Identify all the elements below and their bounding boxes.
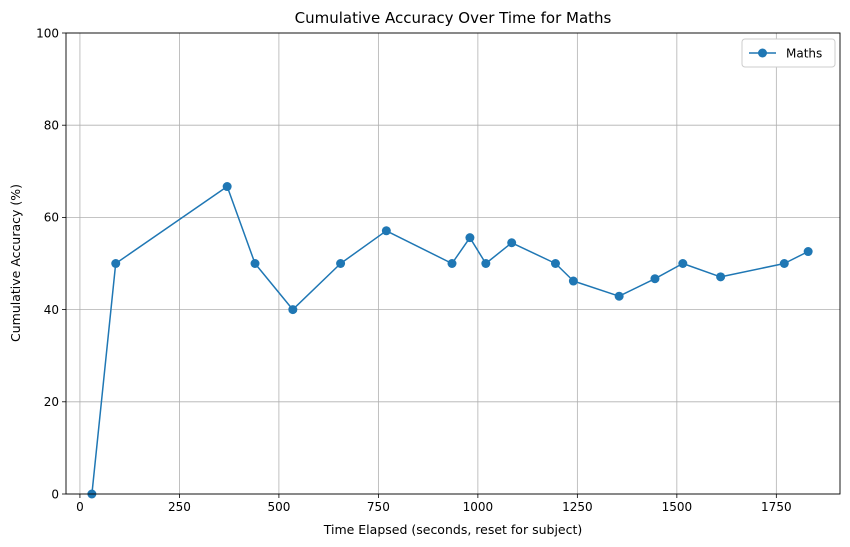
- chart-title: Cumulative Accuracy Over Time for Maths: [295, 9, 612, 27]
- y-axis-label: Cumulative Accuracy (%): [8, 184, 23, 342]
- data-point: [447, 259, 457, 268]
- x-tick-label: 250: [168, 500, 191, 514]
- x-tick-label: 1500: [662, 500, 693, 514]
- y-tick-label: 100: [36, 26, 59, 40]
- data-point: [111, 259, 121, 268]
- y-tick-label: 80: [44, 119, 59, 133]
- legend: Maths: [741, 38, 836, 68]
- data-point: [288, 305, 298, 315]
- plot-frame: [65, 32, 841, 495]
- data-point: [481, 259, 491, 268]
- ticks: 0 250 500 750 1000 1250 1500 1750 0 20 40 60 80 100: [36, 26, 792, 514]
- data-point: [678, 259, 688, 268]
- data-point: [716, 272, 726, 282]
- x-tick-label: 1000: [463, 500, 494, 514]
- y-tick-label: 0: [51, 487, 59, 501]
- data-point: [803, 247, 813, 257]
- data-point: [222, 182, 232, 192]
- legend-label-maths: Maths: [786, 47, 822, 61]
- data-point: [614, 291, 624, 301]
- x-tick-label: 0: [76, 500, 84, 514]
- legend-marker: [758, 48, 767, 58]
- data-point: [650, 274, 660, 284]
- data-point: [568, 276, 578, 286]
- x-tick-label: 500: [267, 500, 290, 514]
- data-point: [779, 259, 789, 268]
- x-tick-label: 750: [367, 500, 390, 514]
- data-point: [381, 226, 391, 236]
- x-tick-label: 1750: [761, 500, 792, 514]
- series-layer: [87, 182, 813, 499]
- legend-box: [741, 38, 836, 68]
- x-axis-label: Time Elapsed (seconds, reset for subject…: [323, 522, 583, 537]
- data-point: [465, 233, 475, 243]
- data-point: [250, 259, 260, 268]
- y-tick-label: 20: [44, 395, 59, 409]
- data-point: [336, 259, 346, 268]
- data-point: [507, 238, 517, 248]
- x-tick-label: 1250: [562, 500, 593, 514]
- y-tick-label: 60: [44, 211, 59, 225]
- data-point: [550, 259, 560, 268]
- y-tick-label: 40: [44, 303, 59, 317]
